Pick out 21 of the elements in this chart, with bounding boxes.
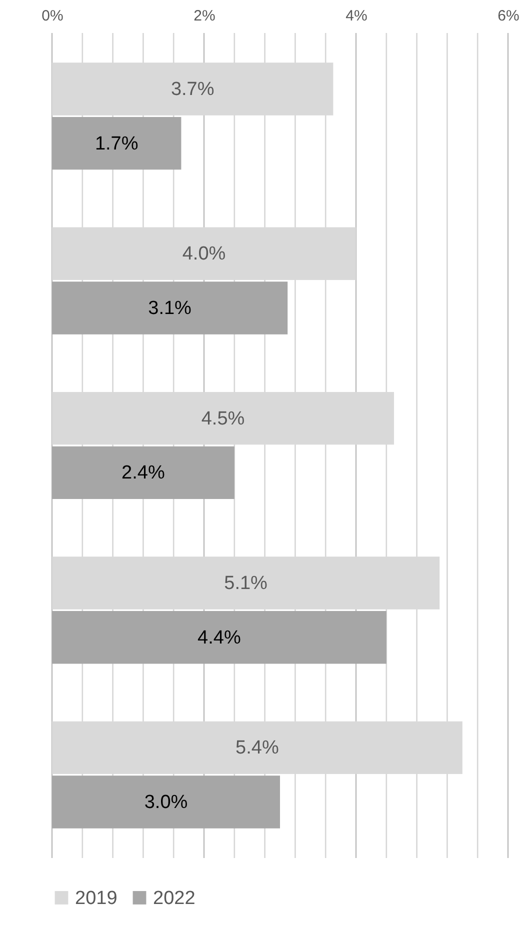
legend-label: 2019 — [75, 888, 118, 909]
bar — [52, 610, 386, 664]
data-label: 1.7% — [94, 133, 138, 154]
x-tick-label: 2% — [194, 8, 216, 24]
legend-label: 2022 — [153, 888, 196, 909]
data-label: 3.1% — [148, 298, 192, 319]
x-tick-label: 0% — [42, 8, 64, 24]
data-label: 5.4% — [236, 738, 279, 759]
data-label: 3.0% — [144, 792, 188, 814]
data-label: 4.4% — [198, 627, 241, 648]
data-label: 4.0% — [182, 244, 226, 265]
data-label: 3.7% — [170, 78, 214, 100]
bar — [52, 282, 288, 334]
data-label: 4.5% — [201, 408, 245, 430]
bar — [52, 446, 234, 500]
data-label: 5.1% — [224, 573, 268, 594]
x-tick-label: 6% — [498, 8, 520, 24]
bar — [52, 776, 280, 828]
x-tick-label: 4% — [346, 8, 368, 24]
data-label: 2.4% — [122, 462, 165, 484]
bar — [52, 116, 182, 170]
